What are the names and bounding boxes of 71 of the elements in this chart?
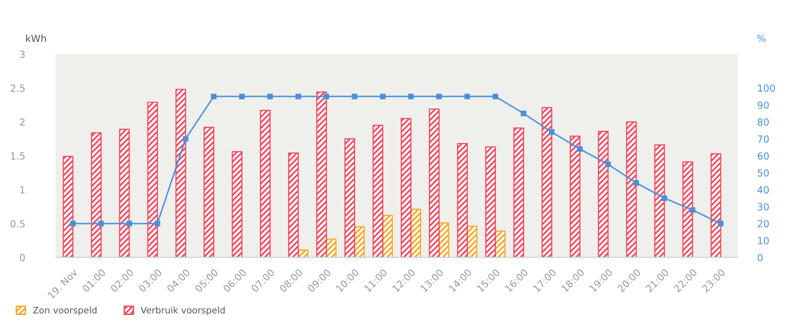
bar (260, 110, 271, 258)
y2-tick-label: 70 (758, 135, 769, 143)
point (324, 94, 330, 100)
y2-tick-label: 10 (758, 237, 769, 244)
y2-tick-label: 20 (758, 220, 769, 228)
bar (232, 151, 242, 258)
y2-tick-label: 40 (758, 186, 769, 194)
point (436, 94, 442, 100)
legend-label: Verbruik voorspeld (140, 306, 225, 316)
point (633, 180, 639, 186)
y-tick-label: 1.5 (11, 152, 25, 160)
bar (204, 126, 214, 258)
bar (428, 108, 440, 258)
point (182, 136, 188, 142)
point (464, 94, 470, 100)
point (690, 207, 696, 213)
bar (485, 146, 496, 258)
y-tick-label: 2.5 (10, 84, 25, 92)
bar (90, 132, 102, 258)
bar (400, 118, 412, 258)
y2-axis-title: % (757, 34, 766, 42)
y-tick-label: 3 (20, 50, 25, 58)
point (295, 94, 301, 100)
bar (570, 136, 580, 258)
y2-tick-label: 0 (758, 254, 763, 262)
y2-tick-label: 90 (758, 101, 769, 109)
bar (654, 144, 665, 258)
point (154, 220, 160, 226)
y2-tick-label: 100 (758, 84, 775, 92)
y2-tick-label: 60 (758, 152, 769, 160)
bar (344, 138, 356, 258)
point (380, 94, 386, 100)
point (605, 161, 611, 168)
point (718, 220, 724, 226)
y2-tick-label: 30 (758, 203, 769, 210)
bar (147, 102, 158, 258)
bar (598, 130, 609, 258)
point (210, 94, 217, 100)
bar (513, 127, 524, 258)
point (577, 146, 583, 152)
y2-tick-label: 50 (758, 169, 769, 177)
bar (626, 121, 637, 258)
bar (457, 143, 468, 258)
point (408, 94, 414, 100)
point (520, 110, 526, 116)
bar (62, 156, 74, 258)
y-tick-label: 1 (20, 186, 25, 194)
point (239, 94, 245, 100)
bar (175, 88, 186, 258)
point (352, 94, 358, 100)
y2-tick-label: 80 (758, 118, 769, 126)
point (126, 220, 132, 226)
x-tick-label: 19. Nov (47, 268, 78, 299)
bar (119, 128, 130, 258)
point (98, 220, 104, 226)
y-tick-label: 0.5 (10, 220, 25, 228)
bar (542, 107, 552, 258)
bar (372, 124, 384, 258)
bar (288, 152, 299, 258)
y-axis-title: kWh (26, 34, 46, 42)
bar (682, 161, 694, 258)
point (548, 129, 554, 135)
point (267, 94, 273, 100)
y-tick-label: 0 (20, 254, 25, 262)
y-tick-label: 2 (20, 118, 24, 126)
bar (710, 153, 722, 258)
point (492, 94, 498, 100)
point (662, 195, 668, 201)
legend-label: Zon voorspeld (33, 306, 96, 316)
bar (316, 92, 327, 258)
point (70, 220, 76, 226)
